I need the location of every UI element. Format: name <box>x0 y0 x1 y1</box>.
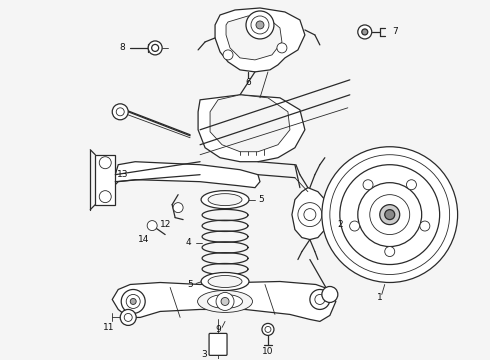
Circle shape <box>148 41 162 55</box>
Circle shape <box>256 21 264 29</box>
Circle shape <box>350 221 360 231</box>
Ellipse shape <box>208 194 242 206</box>
Text: 11: 11 <box>102 323 114 332</box>
Polygon shape <box>226 16 282 60</box>
Circle shape <box>147 221 157 231</box>
Circle shape <box>385 210 395 220</box>
Circle shape <box>358 25 372 39</box>
Circle shape <box>251 16 269 34</box>
Ellipse shape <box>197 291 252 312</box>
Circle shape <box>385 247 395 257</box>
Circle shape <box>124 314 132 321</box>
Circle shape <box>112 104 128 120</box>
Circle shape <box>277 43 287 53</box>
Text: 5: 5 <box>258 195 264 204</box>
Polygon shape <box>215 8 305 72</box>
FancyBboxPatch shape <box>209 333 227 355</box>
Text: 6: 6 <box>245 78 251 87</box>
Circle shape <box>315 294 325 305</box>
Circle shape <box>298 203 322 226</box>
Text: 3: 3 <box>201 350 207 359</box>
Circle shape <box>126 294 140 309</box>
Circle shape <box>99 157 111 169</box>
Circle shape <box>304 209 316 221</box>
Circle shape <box>362 29 368 35</box>
Text: 13: 13 <box>117 170 129 179</box>
Text: 4: 4 <box>185 238 191 247</box>
Circle shape <box>363 180 373 190</box>
Ellipse shape <box>208 294 243 309</box>
Text: 1: 1 <box>377 293 383 302</box>
Ellipse shape <box>208 275 242 288</box>
Circle shape <box>322 287 338 302</box>
Circle shape <box>152 44 159 51</box>
Polygon shape <box>95 155 115 204</box>
Ellipse shape <box>201 191 249 209</box>
Text: 9: 9 <box>215 325 221 334</box>
Circle shape <box>223 50 233 60</box>
Circle shape <box>130 298 136 305</box>
Circle shape <box>121 289 145 314</box>
Circle shape <box>216 292 234 310</box>
Text: 10: 10 <box>262 347 274 356</box>
Circle shape <box>262 323 274 336</box>
Polygon shape <box>112 282 336 321</box>
Polygon shape <box>292 188 328 239</box>
Circle shape <box>380 204 400 225</box>
Polygon shape <box>115 162 260 188</box>
Circle shape <box>358 183 422 247</box>
Ellipse shape <box>201 273 249 291</box>
Circle shape <box>330 155 450 275</box>
Circle shape <box>246 11 274 39</box>
Text: 7: 7 <box>392 27 397 36</box>
Circle shape <box>340 165 440 265</box>
Circle shape <box>99 191 111 203</box>
Circle shape <box>116 108 124 116</box>
Circle shape <box>322 147 458 283</box>
Circle shape <box>370 195 410 235</box>
Circle shape <box>420 221 430 231</box>
Circle shape <box>265 327 271 332</box>
Polygon shape <box>198 95 305 162</box>
Text: 14: 14 <box>138 235 149 244</box>
Circle shape <box>407 180 416 190</box>
Text: 8: 8 <box>120 44 125 53</box>
Polygon shape <box>210 95 290 152</box>
Circle shape <box>120 310 136 325</box>
Text: 2: 2 <box>337 220 343 229</box>
Circle shape <box>221 297 229 305</box>
Text: 12: 12 <box>159 220 171 229</box>
Text: 5: 5 <box>187 280 193 289</box>
Circle shape <box>310 289 330 310</box>
Circle shape <box>173 203 183 213</box>
